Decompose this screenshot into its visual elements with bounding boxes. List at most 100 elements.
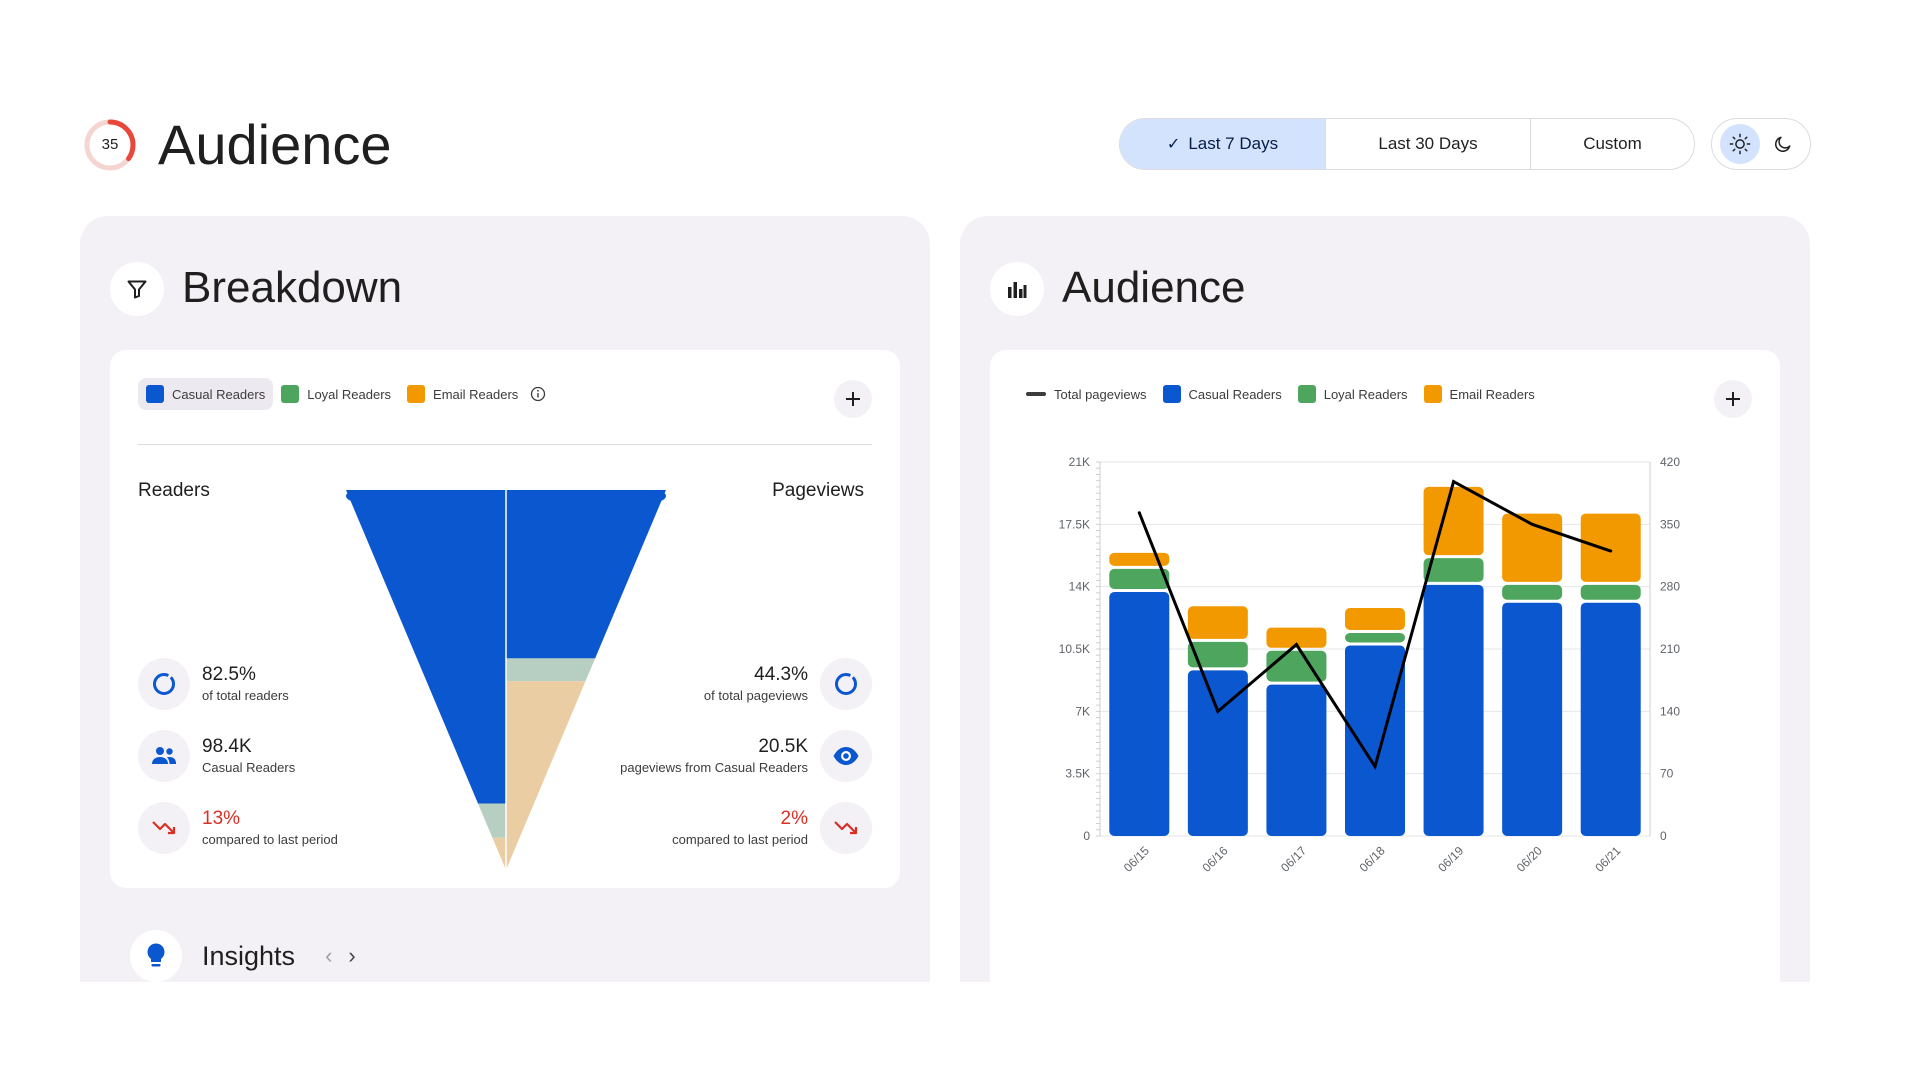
chart-legend: Total pageviews Casual Readers Loyal Rea… bbox=[1018, 378, 1543, 410]
bar-casual-readers[interactable] bbox=[1345, 645, 1405, 836]
legend-email-readers[interactable]: Email Readers bbox=[1416, 378, 1543, 410]
insights-next-button[interactable]: › bbox=[348, 943, 356, 968]
plus-icon bbox=[846, 392, 860, 406]
stat-icon-badge bbox=[138, 730, 190, 782]
line-point[interactable] bbox=[1530, 522, 1534, 526]
y-right-tick-label: 420 bbox=[1660, 455, 1680, 469]
line-point[interactable] bbox=[1452, 480, 1456, 484]
audience-chart: 0 0 3.5K 70 7K 140 10.5K 210 14K 280 17.5K 350 21K 42… bbox=[1059, 455, 1681, 875]
legend-total-pageviews[interactable]: Total pageviews bbox=[1018, 380, 1155, 409]
pageviews-change-stat: 2% compared to last period bbox=[672, 802, 872, 854]
check-icon: ✓ bbox=[1166, 136, 1181, 153]
date-range-selector: ✓ Last 7 Days Last 30 Days Custom bbox=[1119, 118, 1695, 170]
line-point[interactable] bbox=[1216, 709, 1220, 713]
legend-swatch bbox=[281, 385, 300, 403]
light-theme-button[interactable] bbox=[1719, 124, 1760, 164]
legend-swatch bbox=[1162, 385, 1181, 403]
legend-swatch bbox=[407, 385, 426, 403]
insights-prev-button[interactable]: ‹ bbox=[325, 943, 333, 968]
y-left-tick-label: 17.5K bbox=[1059, 517, 1090, 531]
line-point[interactable] bbox=[1137, 511, 1141, 515]
readers-label: Readers bbox=[138, 480, 210, 501]
info-icon[interactable] bbox=[530, 386, 546, 402]
funnel-readers-segment bbox=[346, 490, 506, 804]
x-tick-label: 06/20 bbox=[1514, 843, 1545, 874]
readers-share-stat: 82.5% of total readers bbox=[138, 658, 289, 710]
y-left-tick-label: 0 bbox=[1083, 829, 1090, 843]
bar-email-readers[interactable] bbox=[1187, 606, 1248, 639]
bar-loyal-readers[interactable] bbox=[1187, 641, 1248, 668]
breakdown-card: Casual Readers Loyal Readers Email Reade… bbox=[110, 350, 900, 888]
bar-loyal-readers[interactable] bbox=[1580, 584, 1641, 600]
stat-sub: of total pageviews bbox=[703, 688, 808, 703]
legend-casual-readers[interactable]: Casual Readers bbox=[138, 378, 274, 410]
bar-casual-readers[interactable] bbox=[1580, 602, 1641, 836]
legend-loyal-readers[interactable]: Loyal Readers bbox=[273, 378, 399, 410]
bar-casual-readers[interactable] bbox=[1187, 670, 1248, 836]
donut-icon bbox=[153, 673, 175, 695]
bar-casual-readers[interactable] bbox=[1502, 602, 1563, 836]
range-custom-button[interactable]: Custom bbox=[1531, 119, 1694, 169]
legend-email-readers[interactable]: Email Readers bbox=[399, 378, 526, 410]
breakdown-funnel bbox=[346, 490, 666, 870]
bar-loyal-readers[interactable] bbox=[1109, 568, 1170, 590]
range-last-30-days-button[interactable]: Last 30 Days bbox=[1326, 119, 1531, 169]
pageviews-count-stat: 20.5K pageviews from Casual Readers bbox=[620, 730, 872, 782]
bar-email-readers[interactable] bbox=[1423, 486, 1484, 556]
bar-casual-readers[interactable] bbox=[1109, 592, 1170, 836]
legend-label: Email Readers bbox=[1449, 386, 1535, 402]
stat-icon-badge bbox=[820, 730, 872, 782]
insights-label: Insights bbox=[202, 940, 296, 971]
legend-label: Casual Readers bbox=[172, 386, 266, 402]
x-tick-label: 06/19 bbox=[1435, 843, 1466, 874]
bar-email-readers[interactable] bbox=[1109, 552, 1170, 566]
theme-toggle bbox=[1711, 118, 1811, 170]
y-right-tick-label: 70 bbox=[1660, 767, 1674, 781]
legend-label: Casual Readers bbox=[1188, 386, 1282, 402]
bar-email-readers[interactable] bbox=[1345, 608, 1405, 630]
dark-theme-button[interactable] bbox=[1763, 124, 1803, 164]
line-point[interactable] bbox=[1294, 643, 1298, 647]
stat-icon-badge bbox=[138, 802, 190, 854]
legend-line-swatch bbox=[1026, 392, 1046, 396]
breakdown-add-button[interactable] bbox=[834, 380, 872, 418]
legend-casual-readers[interactable]: Casual Readers bbox=[1155, 378, 1290, 410]
range-label: Last 7 Days bbox=[1188, 134, 1279, 153]
stat-value: 44.3% bbox=[754, 664, 808, 685]
y-right-tick-label: 350 bbox=[1660, 517, 1680, 531]
stat-value: 20.5K bbox=[758, 736, 808, 757]
score-ring: 35 bbox=[82, 117, 138, 173]
breakdown-panel: Breakdown Casual Readers Loyal Readers E… bbox=[80, 216, 930, 982]
bar-email-readers[interactable] bbox=[1266, 627, 1327, 648]
trending-down-icon bbox=[152, 821, 176, 835]
range-last-7-days-button[interactable]: ✓ Last 7 Days bbox=[1120, 119, 1326, 169]
stat-icon-badge bbox=[820, 802, 872, 854]
bar-loyal-readers[interactable] bbox=[1423, 558, 1484, 582]
insights-bar: Insights ‹ › bbox=[130, 930, 356, 982]
y-right-tick-label: 210 bbox=[1660, 642, 1680, 656]
people-icon bbox=[152, 747, 176, 764]
legend-label: Loyal Readers bbox=[1323, 386, 1408, 402]
legend-label: Total pageviews bbox=[1054, 386, 1147, 402]
y-left-tick-label: 10.5K bbox=[1059, 642, 1090, 656]
y-right-tick-label: 280 bbox=[1660, 580, 1680, 594]
x-tick-label: 06/16 bbox=[1199, 843, 1230, 874]
chart-add-button[interactable] bbox=[1714, 380, 1752, 418]
breakdown-title: Breakdown bbox=[182, 263, 403, 312]
range-label: Last 30 Days bbox=[1378, 134, 1478, 153]
stat-icon-badge bbox=[820, 658, 872, 710]
legend-loyal-readers[interactable]: Loyal Readers bbox=[1290, 378, 1416, 410]
line-point[interactable] bbox=[1373, 765, 1377, 769]
bar-casual-readers[interactable] bbox=[1423, 584, 1484, 836]
x-tick-label: 06/15 bbox=[1121, 843, 1152, 874]
score-value: 35 bbox=[101, 136, 119, 153]
audience-chart-panel: Audience Total pageviews Casual Readers … bbox=[960, 216, 1810, 990]
bar-loyal-readers[interactable] bbox=[1345, 632, 1405, 643]
stat-value: 2% bbox=[780, 808, 808, 829]
bar-loyal-readers[interactable] bbox=[1502, 584, 1563, 600]
bar-casual-readers[interactable] bbox=[1266, 684, 1327, 836]
audience-chart-title: Audience bbox=[1062, 263, 1246, 312]
bar-email-readers[interactable] bbox=[1580, 513, 1641, 582]
line-point[interactable] bbox=[1609, 549, 1613, 553]
range-label: Custom bbox=[1583, 134, 1642, 153]
